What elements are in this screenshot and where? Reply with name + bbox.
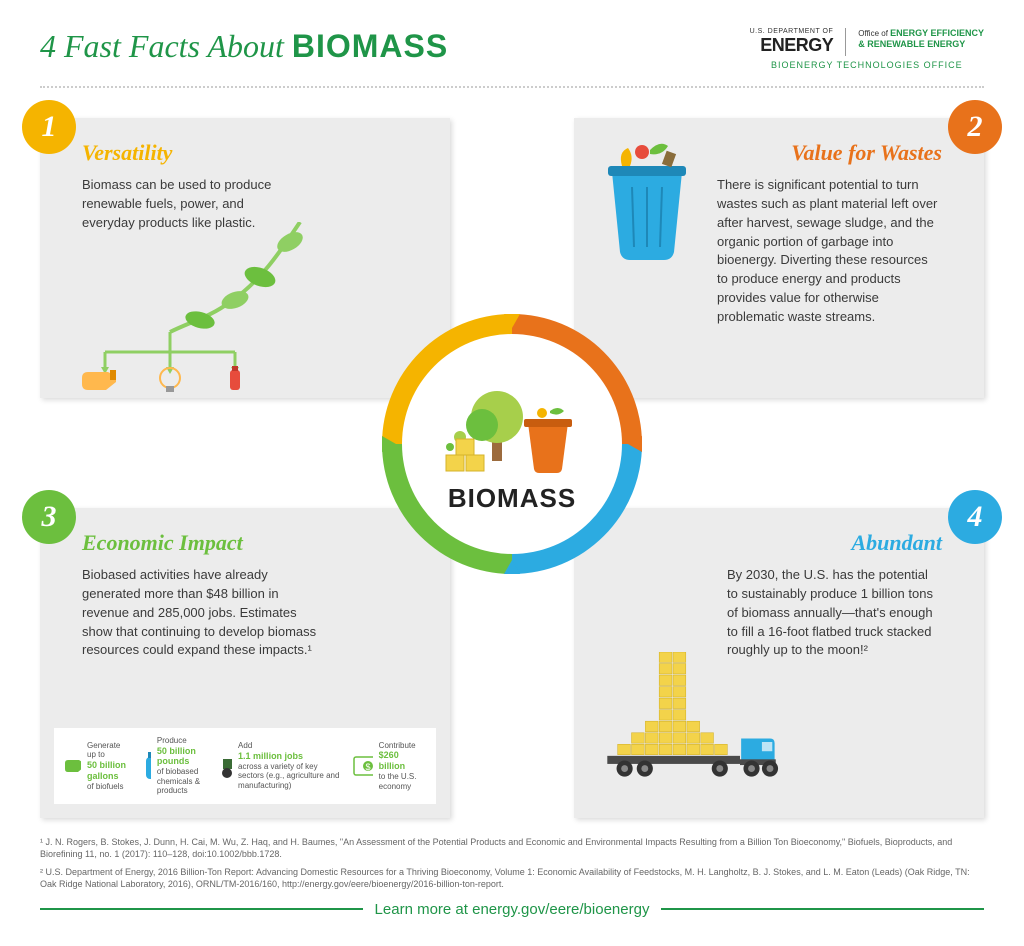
footer-text: Learn more at energy.gov/eere/bioenergy — [375, 901, 650, 918]
fuel-nozzle-icon — [64, 752, 81, 780]
badge-1: 1 — [22, 100, 76, 154]
card-3-body: Biobased activities have already generat… — [82, 566, 322, 660]
stat-economy: $ Contribute$260 billionto the U.S. econ… — [353, 741, 426, 791]
tractor-icon — [219, 753, 232, 779]
sub-office: BIOENERGY TECHNOLOGIES OFFICE — [750, 60, 984, 70]
stat-jobs: Add1.1 million jobsacross a variety of k… — [219, 741, 341, 790]
title-strong: BIOMASS — [292, 28, 448, 64]
svg-text:$: $ — [366, 762, 371, 772]
card-2-body: There is significant potential to turn w… — [717, 176, 942, 327]
eere-logo: Office of ENERGY EFFICIENCY & RENEWABLE … — [858, 28, 984, 50]
trash-bin-icon — [592, 132, 702, 262]
center-label: BIOMASS — [448, 483, 576, 514]
logo-block: U.S. DEPARTMENT OF ENERGY Office of ENER… — [750, 28, 984, 70]
card-1-title: Versatility — [82, 140, 428, 166]
badge-3: 3 — [22, 490, 76, 544]
footnotes: ¹ J. N. Rogers, B. Stokes, J. Dunn, H. C… — [0, 828, 1024, 891]
stat-biofuels: Generate up to50 billion gallonsof biofu… — [64, 741, 131, 791]
header: 4 Fast Facts About BIOMASS U.S. DEPARTME… — [0, 0, 1024, 80]
infographic-body: 1 Versatility Biomass can be used to pro… — [0, 108, 1024, 828]
ring-center: BIOMASS — [402, 334, 622, 554]
badge-2: 2 — [948, 100, 1002, 154]
footer-bar-right — [661, 908, 984, 910]
biomass-scene-icon — [442, 375, 582, 475]
stat-chemicals: Produce50 billion poundsof biobased chem… — [143, 736, 207, 796]
page-title: 4 Fast Facts About BIOMASS — [40, 28, 448, 65]
title-prefix: 4 Fast Facts About — [40, 28, 292, 64]
office-prefix: Office of — [858, 29, 890, 38]
header-divider — [40, 86, 984, 88]
office-line2: & RENEWABLE ENERGY — [858, 39, 984, 50]
economic-stats-row: Generate up to50 billion gallonsof biofu… — [54, 728, 436, 804]
dept-small: U.S. DEPARTMENT OF — [750, 28, 834, 35]
dollar-icon: $ — [353, 756, 373, 776]
office-line1: ENERGY EFFICIENCY — [890, 28, 984, 38]
dept-big: ENERGY — [750, 35, 834, 56]
bottle-icon — [143, 751, 151, 781]
footnote-1: ¹ J. N. Rogers, B. Stokes, J. Dunn, H. C… — [40, 836, 984, 860]
footer-bar-left — [40, 908, 363, 910]
card-4-body: By 2030, the U.S. has the potential to s… — [727, 566, 942, 660]
truck-icon — [590, 652, 809, 802]
badge-4: 4 — [948, 490, 1002, 544]
footer: Learn more at energy.gov/eere/bioenergy — [40, 901, 984, 918]
center-ring: BIOMASS — [362, 294, 662, 594]
doe-logo: U.S. DEPARTMENT OF ENERGY — [750, 28, 847, 56]
footnote-2: ² U.S. Department of Energy, 2016 Billio… — [40, 866, 984, 890]
